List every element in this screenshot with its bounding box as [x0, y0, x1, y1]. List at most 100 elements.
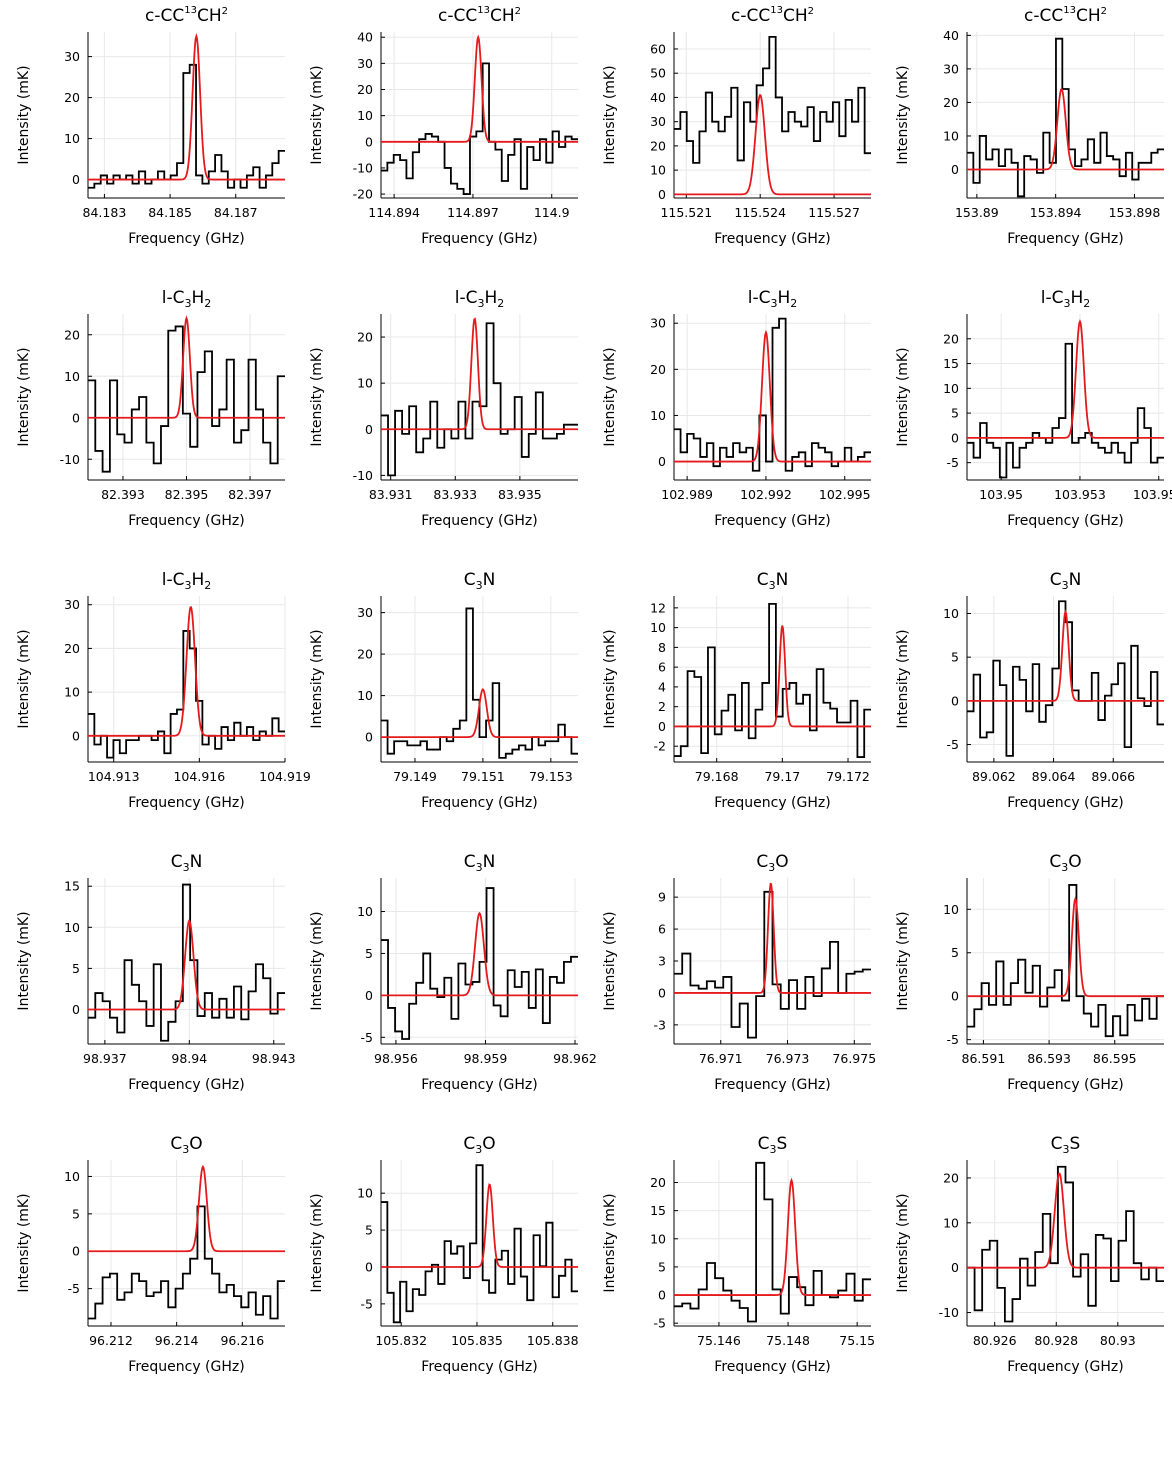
y-tick-label-3: 10 [943, 902, 959, 917]
y-tick-label-0: 0 [365, 730, 373, 745]
y-axis-label: Intensity (mK) [16, 629, 32, 728]
model-fit-line [674, 882, 871, 994]
y-tick-label-2: 10 [64, 920, 80, 935]
y-tick-label-5: 8 [658, 640, 666, 655]
x-axis-label: Frequency (GHz) [128, 1359, 244, 1375]
panel-title: C3O [1049, 852, 1081, 874]
x-tick-label-2: 98.962 [553, 1051, 597, 1066]
x-tick-label-2: 105.838 [527, 1333, 579, 1348]
observed-spectrum-line [88, 325, 285, 473]
x-tick-label-0: 86.591 [962, 1051, 1006, 1066]
y-tick-label-1: 10 [650, 408, 666, 423]
x-tick-label-1: 82.395 [165, 487, 209, 502]
y-tick-label-2: 5 [658, 1259, 666, 1274]
x-tick-label-2: 75.15 [839, 1333, 875, 1348]
model-fit-line [381, 688, 578, 738]
panel-title: C3N [464, 852, 496, 874]
y-tick-label-5: 30 [357, 56, 373, 71]
y-tick-label-3: 10 [357, 1186, 373, 1201]
y-tick-label-2: 5 [951, 406, 959, 421]
y-tick-label-3: 20 [943, 1170, 959, 1185]
observed-spectrum-line [88, 630, 285, 759]
x-tick-label-2: 153.898 [1109, 205, 1161, 220]
y-tick-label-0: -5 [361, 1296, 373, 1311]
y-axis-label: Intensity (mK) [602, 1193, 618, 1292]
spectrum-panel-11: -2 0 2 4 6 8 10 12 79.168 79.17 79.172 Frequency (G… [602, 570, 871, 811]
y-axis-label: Intensity (mK) [309, 1193, 325, 1292]
model-fit-line [381, 911, 578, 997]
y-axis-label: Intensity (mK) [16, 1193, 32, 1292]
x-tick-label-2: 82.397 [228, 487, 272, 502]
observed-spectrum-line [381, 322, 578, 477]
y-tick-label-3: 30 [64, 597, 80, 612]
observed-spectrum-line [381, 62, 578, 195]
y-tick-label-2: 10 [943, 1215, 959, 1230]
y-tick-label-2: 3 [658, 954, 666, 969]
x-axis-label: Frequency (GHz) [714, 1077, 830, 1093]
panel-title: C3O [463, 1134, 495, 1156]
y-tick-label-3: 4 [658, 679, 666, 694]
y-tick-label-1: 0 [72, 1244, 80, 1259]
spectrum-panel-7: 0 10 20 30 102.989 102.992 102.995 Frequency (G… [602, 288, 871, 529]
spectrum-panel-17: -5 0 5 10 96.212 96.214 96.216 Frequency (GHz) I… [16, 1134, 285, 1375]
y-tick-label-1: 10 [357, 688, 373, 703]
spectrum-panel-5: -10 0 10 20 82.393 82.395 82.397 Frequency (GHz… [16, 288, 285, 529]
x-tick-label-1: 114.897 [447, 205, 499, 220]
x-tick-label-0: 79.168 [695, 769, 739, 784]
x-tick-label-0: 89.062 [972, 769, 1016, 784]
x-tick-label-2: 80.93 [1100, 1333, 1136, 1348]
model-fit-line [88, 919, 285, 1011]
spectrum-panel-1: 0 10 20 30 84.183 84.185 84.187 Frequency (GHz)… [16, 5, 285, 247]
y-tick-label-4: 9 [658, 890, 666, 905]
y-tick-label-0: -2 [654, 739, 666, 754]
model-fit-line [381, 34, 578, 143]
y-tick-label-1: 5 [72, 961, 80, 976]
y-tick-label-4: 6 [658, 660, 666, 675]
observed-spectrum-line [674, 1161, 871, 1323]
panel-title: l-C3H2 [162, 288, 212, 310]
y-tick-label-0: -5 [654, 1316, 666, 1331]
model-fit-line [381, 317, 578, 431]
model-fit-line [88, 1164, 285, 1253]
x-tick-label-0: 98.937 [83, 1051, 127, 1066]
model-fit-line [88, 606, 285, 737]
x-tick-label-1: 153.894 [1030, 205, 1082, 220]
model-fit-line [88, 33, 285, 181]
y-tick-label-3: 10 [357, 108, 373, 123]
y-tick-label-1: 0 [658, 719, 666, 734]
y-axis-label: Intensity (mK) [602, 65, 618, 164]
y-tick-label-3: 30 [943, 61, 959, 76]
panel-title: l-C3H2 [162, 570, 212, 592]
y-tick-label-0: 0 [951, 162, 959, 177]
panel-title: l-C3H2 [455, 288, 505, 310]
x-tick-label-0: 115.521 [660, 205, 712, 220]
y-tick-label-0: -3 [654, 1017, 666, 1032]
panel-title: C3N [1050, 570, 1082, 592]
y-tick-label-3: 20 [64, 327, 80, 342]
x-tick-label-0: 84.183 [83, 205, 127, 220]
x-tick-label-2: 86.595 [1093, 1051, 1137, 1066]
y-axis-label: Intensity (mK) [309, 629, 325, 728]
y-tick-label-1: 10 [64, 685, 80, 700]
y-tick-label-3: 10 [943, 606, 959, 621]
x-axis-label: Frequency (GHz) [714, 231, 830, 247]
y-tick-label-5: 20 [650, 1175, 666, 1190]
y-tick-label-0: 0 [72, 1002, 80, 1017]
y-tick-label-1: 0 [365, 422, 373, 437]
model-fit-line [674, 625, 871, 728]
x-tick-label-0: 105.832 [375, 1333, 427, 1348]
y-tick-label-0: -5 [947, 455, 959, 470]
y-tick-label-6: 60 [650, 41, 666, 56]
y-tick-label-0: 0 [658, 454, 666, 469]
y-tick-label-2: 10 [357, 376, 373, 391]
observed-spectrum-line [88, 1205, 285, 1320]
x-axis-label: Frequency (GHz) [714, 513, 830, 529]
x-tick-label-2: 89.066 [1091, 769, 1135, 784]
y-tick-label-0: -20 [353, 187, 373, 202]
spectrum-panel-10: 0 10 20 30 79.149 79.151 79.153 Frequency (GHz)… [309, 570, 578, 811]
y-tick-label-2: 20 [650, 138, 666, 153]
x-axis-label: Frequency (GHz) [421, 795, 537, 811]
observed-spectrum-line [381, 1164, 578, 1324]
x-tick-label-2: 104.919 [259, 769, 311, 784]
y-tick-label-2: 20 [943, 95, 959, 110]
